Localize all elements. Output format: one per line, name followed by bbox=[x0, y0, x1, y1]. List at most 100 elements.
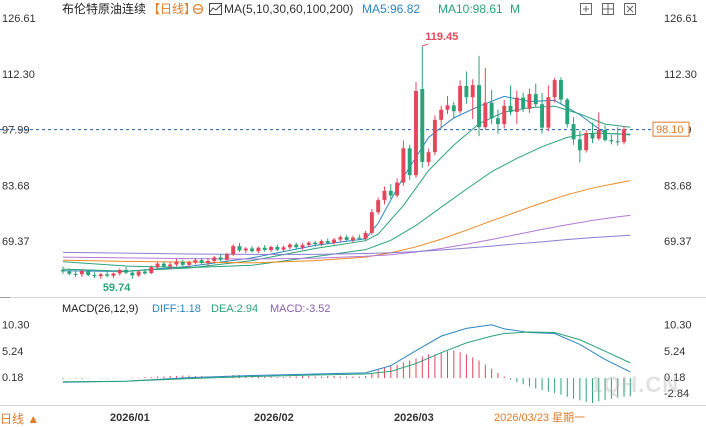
candle-body bbox=[426, 152, 431, 162]
macd-tick-right: 10.30 bbox=[664, 320, 692, 332]
ma-toggle-icon[interactable] bbox=[209, 0, 222, 20]
candle-body bbox=[401, 148, 406, 183]
candle-body bbox=[187, 262, 192, 265]
ma-line-ma30 bbox=[62, 132, 631, 269]
ma5-label: MA5:96.82 bbox=[362, 2, 421, 16]
candle-body bbox=[527, 94, 532, 109]
candle-body bbox=[111, 273, 116, 276]
candle-body bbox=[603, 129, 608, 141]
close-icon[interactable] bbox=[624, 0, 636, 20]
candle-body bbox=[439, 109, 444, 120]
candle-body bbox=[98, 274, 103, 277]
candle-body bbox=[218, 257, 223, 260]
target-icon[interactable] bbox=[192, 0, 204, 20]
last-price-label: 98.10 bbox=[656, 124, 684, 136]
candle-body bbox=[458, 85, 463, 112]
candle-body bbox=[256, 247, 261, 252]
candle-body bbox=[420, 89, 425, 162]
price-tick-right: 112.30 bbox=[664, 69, 697, 81]
candle-body bbox=[464, 85, 469, 98]
candle-body bbox=[142, 271, 147, 274]
macd-tick-left: 0.18 bbox=[2, 372, 23, 384]
candle-body bbox=[552, 80, 557, 98]
candle-body bbox=[105, 274, 110, 276]
candle-body bbox=[344, 237, 349, 240]
period-tag[interactable]: 【日线】 bbox=[148, 2, 197, 16]
candle-body bbox=[338, 237, 343, 240]
candle-body bbox=[262, 247, 267, 251]
candle-body bbox=[376, 200, 381, 213]
candle-body bbox=[483, 102, 488, 128]
macd-diff-line bbox=[62, 324, 631, 383]
macd-tick-right: -2.84 bbox=[664, 388, 689, 400]
candle-body bbox=[477, 85, 481, 128]
candle-body bbox=[161, 263, 166, 267]
candle-body bbox=[155, 263, 160, 268]
candle-body bbox=[565, 99, 570, 125]
candle-body bbox=[130, 272, 135, 276]
candle-body bbox=[206, 260, 210, 263]
macd-title[interactable]: MACD(26,12,9) bbox=[62, 303, 139, 315]
candle-body bbox=[407, 148, 412, 176]
candle-body bbox=[313, 242, 318, 245]
x-tick-label: 2026/01 bbox=[110, 412, 150, 424]
candle-body bbox=[414, 90, 418, 176]
candle-body bbox=[363, 232, 368, 239]
candle-body bbox=[269, 246, 273, 251]
candle-body bbox=[521, 97, 526, 109]
candle-body bbox=[275, 246, 280, 250]
candle-body bbox=[174, 261, 179, 265]
candle-body bbox=[325, 241, 330, 244]
chart-header: 布伦特原油连续 【日线】 MA(5,10,30,60,100,200) MA5:… bbox=[0, 0, 706, 18]
candle-body bbox=[294, 244, 299, 248]
candle-body bbox=[73, 273, 78, 275]
candle-body bbox=[382, 190, 387, 201]
candle-body bbox=[212, 257, 217, 261]
candle-body bbox=[306, 242, 311, 245]
expand-icon[interactable] bbox=[580, 0, 592, 20]
candle-body bbox=[514, 97, 519, 113]
candle-body bbox=[540, 104, 545, 128]
candle-body bbox=[86, 271, 91, 276]
candle-body bbox=[577, 139, 582, 151]
candle-body bbox=[351, 237, 355, 240]
period-switch[interactable]: 日线 ▲ bbox=[0, 412, 40, 426]
max-pointer bbox=[422, 43, 429, 47]
candle-body bbox=[193, 260, 198, 263]
candle-body bbox=[622, 129, 626, 143]
x-tick-label: 2026/02 bbox=[254, 412, 294, 424]
macd-value-label: MACD:-3.52 bbox=[270, 303, 331, 315]
ma-line-ma60 bbox=[62, 180, 631, 264]
candle-body bbox=[149, 267, 154, 274]
candle-body bbox=[332, 239, 336, 244]
x-tick-label: 2026/03 bbox=[394, 412, 434, 424]
macd-dea-label: DEA:2.94 bbox=[211, 303, 259, 315]
candle-body bbox=[596, 129, 601, 139]
candle-body bbox=[237, 246, 242, 251]
price-tick-right: 126.61 bbox=[664, 13, 698, 25]
watermark: 1QH.CN bbox=[590, 372, 680, 397]
candle-body bbox=[136, 271, 141, 276]
candle-body bbox=[168, 264, 173, 267]
candle-body bbox=[584, 133, 589, 151]
candle-body bbox=[395, 182, 400, 196]
ma-line-ma10 bbox=[62, 105, 631, 272]
candle-body bbox=[445, 105, 450, 110]
candle-body bbox=[357, 237, 362, 239]
ma10-label: MA10:98.61 bbox=[438, 2, 503, 16]
grid-icon[interactable] bbox=[602, 0, 614, 20]
candle-body bbox=[61, 269, 65, 272]
macd-tick-right: 0.18 bbox=[664, 372, 685, 384]
ma-params-label[interactable]: MA(5,10,30,60,100,200) bbox=[224, 2, 354, 16]
ma-line-ma100 bbox=[62, 214, 631, 260]
price-tick-left: 126.61 bbox=[2, 13, 36, 25]
candle-body bbox=[489, 102, 494, 119]
candle-body bbox=[250, 248, 255, 252]
price-tick-left: 69.37 bbox=[2, 236, 30, 248]
candle-body bbox=[571, 124, 576, 140]
more-ma-label[interactable]: M bbox=[510, 2, 520, 16]
candle-body bbox=[224, 254, 229, 260]
macd-tick-left: 5.24 bbox=[2, 346, 23, 358]
macd-header: MACD(26,12,9) DIFF:1.18 DEA:2.94 MACD:-3… bbox=[0, 300, 706, 318]
